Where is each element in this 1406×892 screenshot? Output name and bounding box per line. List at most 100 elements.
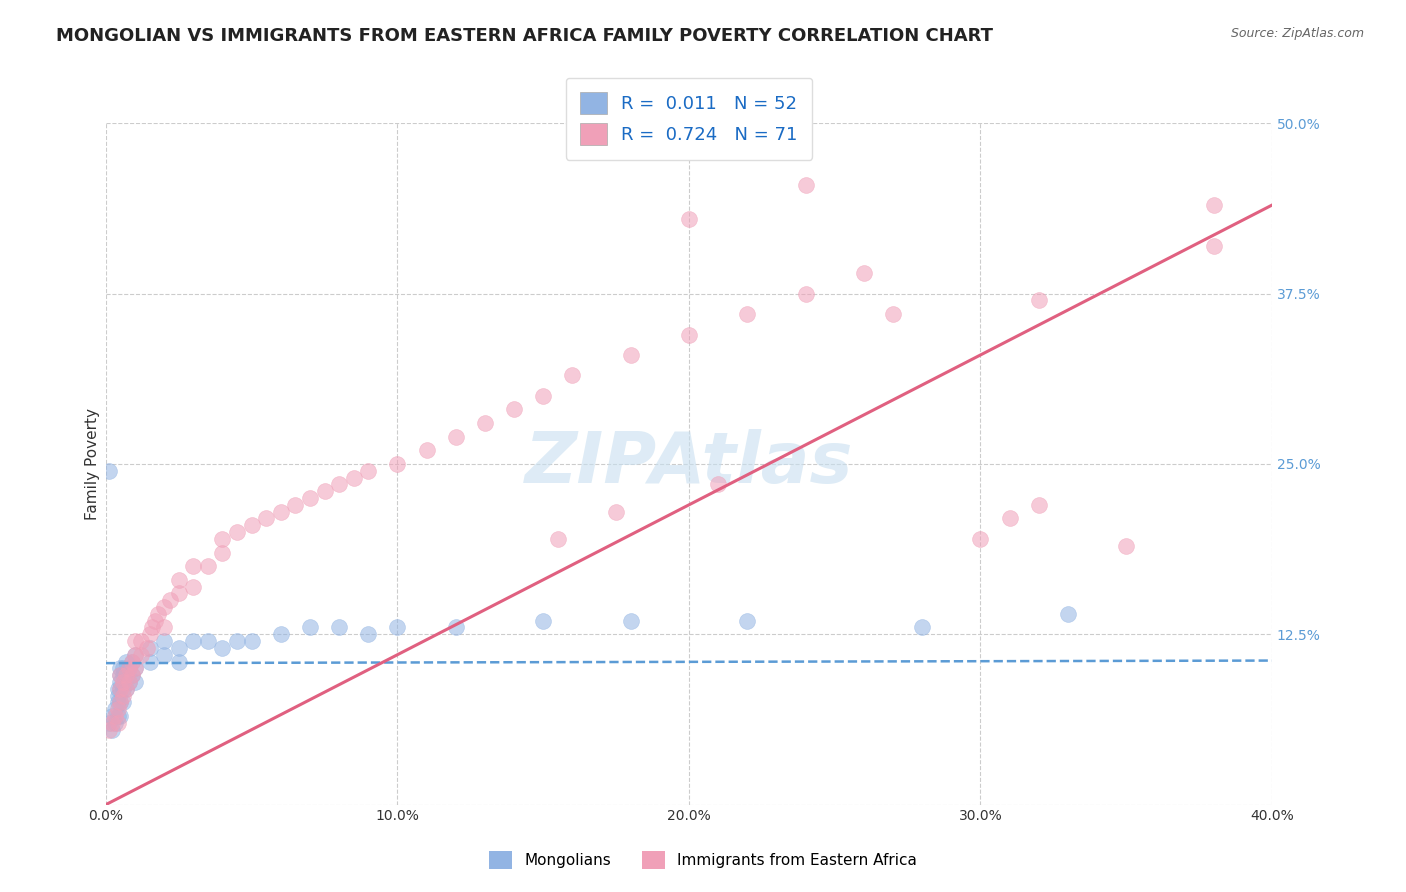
Point bbox=[107, 702, 129, 716]
Point bbox=[104, 715, 127, 730]
Point bbox=[148, 607, 170, 621]
Point bbox=[124, 648, 146, 662]
Point bbox=[181, 580, 204, 594]
Point bbox=[167, 586, 190, 600]
Point bbox=[415, 443, 437, 458]
Point bbox=[561, 368, 583, 383]
Point bbox=[110, 709, 132, 723]
Point bbox=[145, 614, 167, 628]
Point bbox=[503, 402, 526, 417]
Point bbox=[107, 689, 129, 703]
Point bbox=[112, 695, 135, 709]
Point bbox=[115, 681, 138, 696]
Point bbox=[118, 661, 141, 675]
Point bbox=[124, 675, 146, 690]
Point bbox=[1028, 293, 1050, 308]
Point bbox=[211, 532, 233, 546]
Point bbox=[735, 614, 758, 628]
Point bbox=[129, 634, 152, 648]
Point bbox=[110, 668, 132, 682]
Legend: R =  0.011   N = 52, R =  0.724   N = 71: R = 0.011 N = 52, R = 0.724 N = 71 bbox=[565, 78, 813, 160]
Point bbox=[328, 477, 350, 491]
Point bbox=[153, 600, 176, 615]
Point bbox=[110, 681, 132, 696]
Point bbox=[124, 661, 146, 675]
Point bbox=[138, 627, 160, 641]
Point bbox=[969, 532, 991, 546]
Point bbox=[135, 640, 157, 655]
Point bbox=[1057, 607, 1080, 621]
Point bbox=[298, 491, 321, 505]
Point bbox=[852, 266, 875, 280]
Point bbox=[181, 634, 204, 648]
Point bbox=[444, 620, 467, 634]
Point bbox=[121, 655, 143, 669]
Point bbox=[118, 675, 141, 690]
Point bbox=[531, 614, 554, 628]
Y-axis label: Family Poverty: Family Poverty bbox=[86, 408, 100, 520]
Point bbox=[121, 668, 143, 682]
Point bbox=[115, 668, 138, 682]
Point bbox=[620, 614, 643, 628]
Point bbox=[110, 675, 132, 690]
Point bbox=[153, 648, 176, 662]
Point bbox=[240, 518, 263, 533]
Point bbox=[110, 661, 132, 675]
Point bbox=[104, 702, 127, 716]
Point bbox=[124, 634, 146, 648]
Point bbox=[1115, 539, 1137, 553]
Point bbox=[444, 430, 467, 444]
Point bbox=[531, 389, 554, 403]
Point bbox=[314, 484, 336, 499]
Point bbox=[129, 648, 152, 662]
Point bbox=[211, 640, 233, 655]
Point bbox=[107, 709, 129, 723]
Point bbox=[474, 416, 496, 430]
Point bbox=[181, 559, 204, 574]
Point bbox=[97, 715, 120, 730]
Text: ZIPAtlas: ZIPAtlas bbox=[524, 429, 853, 499]
Point bbox=[112, 681, 135, 696]
Point bbox=[226, 525, 249, 540]
Point bbox=[153, 620, 176, 634]
Point bbox=[110, 668, 132, 682]
Point bbox=[357, 464, 380, 478]
Point bbox=[197, 634, 219, 648]
Point bbox=[100, 723, 122, 737]
Point bbox=[1202, 239, 1225, 253]
Point bbox=[911, 620, 934, 634]
Text: MONGOLIAN VS IMMIGRANTS FROM EASTERN AFRICA FAMILY POVERTY CORRELATION CHART: MONGOLIAN VS IMMIGRANTS FROM EASTERN AFR… bbox=[56, 27, 993, 45]
Point bbox=[118, 675, 141, 690]
Point bbox=[110, 695, 132, 709]
Point bbox=[387, 457, 409, 471]
Legend: Mongolians, Immigrants from Eastern Africa: Mongolians, Immigrants from Eastern Afri… bbox=[484, 845, 922, 875]
Point bbox=[605, 505, 627, 519]
Point bbox=[707, 477, 730, 491]
Point bbox=[1202, 198, 1225, 212]
Point bbox=[121, 668, 143, 682]
Point bbox=[112, 689, 135, 703]
Point bbox=[121, 655, 143, 669]
Point bbox=[254, 511, 277, 525]
Point bbox=[110, 695, 132, 709]
Point bbox=[197, 559, 219, 574]
Point bbox=[115, 668, 138, 682]
Point bbox=[270, 505, 292, 519]
Point bbox=[284, 498, 307, 512]
Point bbox=[100, 715, 122, 730]
Point bbox=[678, 327, 700, 342]
Point bbox=[620, 348, 643, 362]
Point bbox=[211, 545, 233, 559]
Point bbox=[107, 695, 129, 709]
Point bbox=[735, 307, 758, 321]
Point bbox=[153, 634, 176, 648]
Point bbox=[97, 464, 120, 478]
Point bbox=[343, 470, 366, 484]
Point bbox=[226, 634, 249, 648]
Point bbox=[794, 178, 817, 192]
Point bbox=[107, 681, 129, 696]
Point bbox=[124, 661, 146, 675]
Point bbox=[882, 307, 904, 321]
Point bbox=[141, 620, 163, 634]
Point bbox=[110, 681, 132, 696]
